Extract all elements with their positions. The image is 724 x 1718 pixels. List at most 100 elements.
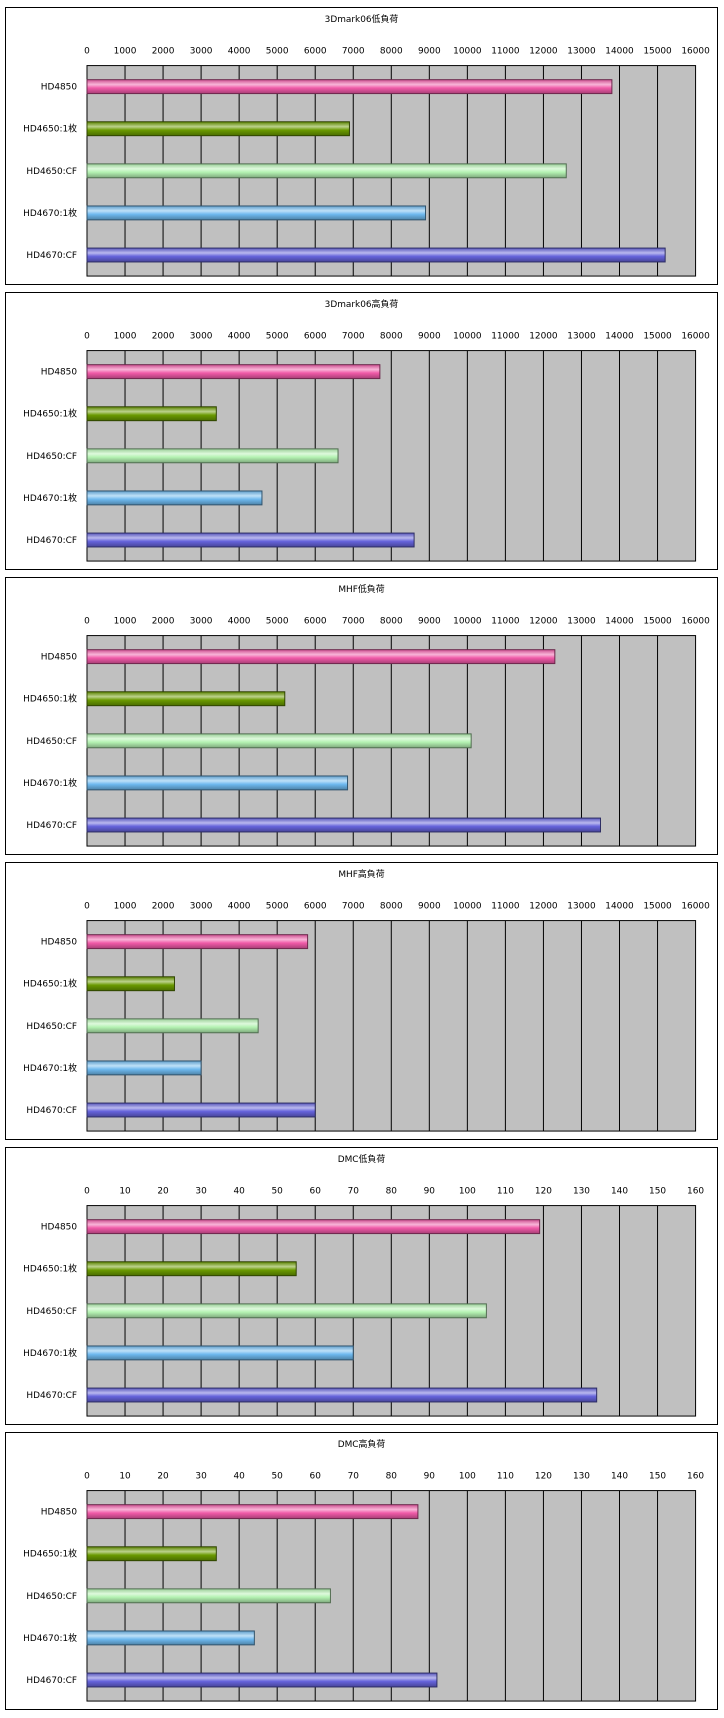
y-category-label: HD4670:CF [26, 251, 77, 261]
bar [86, 1630, 255, 1646]
x-tick-label: 2000 [152, 47, 175, 57]
x-tick-label: 1000 [114, 332, 137, 342]
x-tick-label: 2000 [152, 902, 175, 912]
y-category-label: HD4850 [41, 368, 78, 378]
bar [86, 817, 601, 833]
y-category-label: HD4650:1枚 [23, 693, 77, 705]
x-tick-label: 12000 [529, 332, 558, 342]
x-tick-label: 50 [271, 1187, 283, 1197]
y-category-label: HD4850 [41, 653, 78, 663]
x-tick-label: 1000 [114, 902, 137, 912]
y-category-label: HD4850 [41, 1223, 78, 1233]
x-tick-label: 10 [119, 1472, 131, 1482]
y-category-label: HD4670:CF [26, 821, 77, 831]
x-tick-label: 10000 [453, 47, 482, 57]
x-tick-label: 0 [84, 617, 90, 627]
x-tick-label: 70 [348, 1187, 360, 1197]
x-tick-label: 11000 [491, 47, 520, 57]
bar [86, 1219, 541, 1235]
x-tick-label: 130 [573, 1472, 590, 1482]
x-tick-label: 80 [386, 1472, 398, 1482]
x-tick-label: 20 [157, 1472, 169, 1482]
x-tick-label: 150 [649, 1472, 666, 1482]
chart-panel: 3Dmark06低負荷 0 1000 2000 3000 4000 5000 6000 7000… [5, 7, 718, 285]
x-tick-label: 9000 [418, 617, 441, 627]
chart-panel: MHF低負荷 0 1000 2000 3000 4000 5000 6000 7000 8000 9… [5, 577, 718, 855]
x-tick-label: 9000 [418, 47, 441, 57]
bar [86, 163, 567, 179]
bar [86, 247, 666, 263]
x-tick-label: 120 [535, 1472, 552, 1482]
y-category-label: HD4670:1枚 [23, 1062, 77, 1074]
y-category-label: HD4650:CF [26, 1022, 77, 1032]
x-tick-label: 9000 [418, 332, 441, 342]
bar [86, 1588, 331, 1604]
x-tick-label: 3000 [190, 47, 213, 57]
bar [86, 934, 309, 950]
x-tick-label: 3000 [190, 332, 213, 342]
bar [86, 364, 381, 380]
y-category-label: HD4650:1枚 [23, 1263, 77, 1275]
x-tick-label: 13000 [567, 332, 596, 342]
chart-panel: 3Dmark06高負荷 0 1000 2000 3000 4000 5000 6000 7000… [5, 292, 718, 570]
x-tick-label: 8000 [380, 332, 403, 342]
bar [86, 1546, 217, 1562]
x-tick-label: 5000 [266, 47, 289, 57]
x-tick-label: 40 [233, 1187, 245, 1197]
x-tick-label: 12000 [529, 47, 558, 57]
x-tick-label: 6000 [304, 617, 327, 627]
x-tick-label: 4000 [228, 617, 251, 627]
chart-title: 3Dmark06低負荷 [325, 13, 399, 25]
x-tick-label: 15000 [643, 47, 672, 57]
bar [86, 448, 339, 464]
x-tick-label: 11000 [491, 617, 520, 627]
chart-title: DMC高負荷 [338, 1438, 386, 1450]
y-category-label: HD4650:CF [26, 1307, 77, 1317]
x-tick-label: 40 [233, 1472, 245, 1482]
x-tick-label: 160 [687, 1187, 704, 1197]
x-tick-label: 5000 [266, 902, 289, 912]
x-tick-label: 0 [84, 332, 90, 342]
x-tick-label: 9000 [418, 902, 441, 912]
bar [86, 649, 556, 665]
x-tick-label: 15000 [643, 617, 672, 627]
x-tick-label: 110 [497, 1187, 514, 1197]
x-tick-label: 8000 [380, 47, 403, 57]
x-tick-label: 100 [459, 1187, 476, 1197]
x-tick-label: 14000 [605, 617, 634, 627]
x-tick-label: 1000 [114, 617, 137, 627]
x-tick-label: 6000 [304, 332, 327, 342]
x-tick-label: 50 [271, 1472, 283, 1482]
y-category-label: HD4650:1枚 [23, 1548, 77, 1560]
x-tick-label: 4000 [228, 332, 251, 342]
y-category-label: HD4650:1枚 [23, 978, 77, 990]
chart-title: DMC低負荷 [338, 1153, 386, 1165]
x-tick-label: 10000 [453, 332, 482, 342]
y-category-label: HD4670:CF [26, 1676, 77, 1686]
y-category-label: HD4670:CF [26, 536, 77, 546]
bar [86, 1018, 259, 1034]
bar [86, 490, 263, 506]
bar-chart: 3Dmark06高負荷 0 1000 2000 3000 4000 5000 6000 7000… [23, 298, 710, 562]
bar-chart: DMC高負荷 0 10 20 30 40 50 60 70 80 90 100 110 120 130 140… [23, 1438, 704, 1702]
x-tick-label: 140 [611, 1187, 628, 1197]
bar [86, 775, 349, 791]
x-tick-label: 0 [84, 47, 90, 57]
x-tick-label: 30 [195, 1187, 207, 1197]
x-tick-label: 13000 [567, 47, 596, 57]
x-tick-label: 13000 [567, 617, 596, 627]
bar [86, 1387, 598, 1403]
x-tick-label: 0 [84, 1187, 90, 1197]
x-tick-label: 120 [535, 1187, 552, 1197]
x-tick-label: 100 [459, 1472, 476, 1482]
x-tick-label: 14000 [605, 332, 634, 342]
x-tick-label: 160 [687, 1472, 704, 1482]
x-tick-label: 11000 [491, 902, 520, 912]
x-tick-label: 150 [649, 1187, 666, 1197]
x-tick-label: 14000 [605, 902, 634, 912]
bar [86, 1303, 487, 1319]
bar [86, 691, 286, 707]
x-tick-label: 2000 [152, 617, 175, 627]
bar-chart: DMC低負荷 0 10 20 30 40 50 60 70 80 90 100 110 120 130 140… [23, 1153, 704, 1417]
